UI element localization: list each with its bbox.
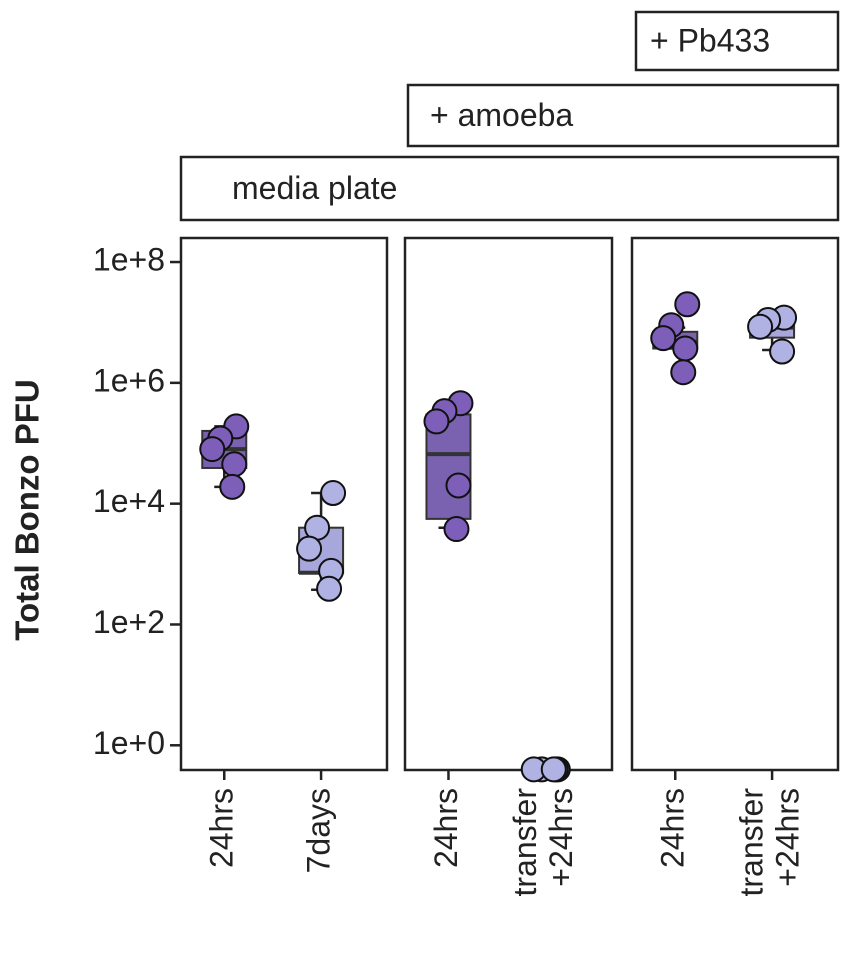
data-point	[219, 473, 246, 500]
data-point	[670, 359, 697, 386]
data-point	[650, 325, 677, 352]
data-point	[199, 436, 226, 463]
strip-label: + amoeba	[430, 97, 573, 133]
x-tick-label: transfer	[734, 788, 770, 897]
x-tick-label: +24hrs	[770, 788, 806, 887]
data-point	[296, 535, 323, 562]
x-tick-label: 24hrs	[204, 788, 240, 868]
y-axis-label: Total Bonzo PFU	[9, 379, 46, 641]
data-point	[443, 516, 470, 543]
strip-label: media plate	[232, 170, 397, 206]
y-tick-label: 1e+0	[93, 725, 165, 761]
x-tick-label: transfer	[507, 788, 543, 897]
y-tick-label: 1e+4	[93, 483, 165, 519]
data-point	[769, 338, 796, 365]
strip-box	[634, 10, 840, 72]
data-point	[672, 335, 699, 362]
data-point	[747, 313, 774, 340]
x-tick-label: +24hrs	[543, 788, 579, 887]
x-tick-label: 24hrs	[428, 788, 464, 868]
data-point	[221, 451, 248, 478]
y-tick-label: 1e+2	[93, 604, 165, 640]
strip-box	[179, 155, 840, 222]
data-point	[540, 756, 567, 783]
data-point	[674, 291, 701, 318]
data-point	[320, 480, 347, 507]
strip-box	[406, 83, 840, 148]
data-point	[423, 408, 450, 435]
panel-frame	[403, 236, 614, 772]
strip-label: + Pb433	[650, 22, 770, 58]
x-tick-label: 7days	[301, 788, 337, 873]
panel-frame	[630, 236, 840, 772]
data-point	[316, 575, 343, 602]
y-tick-label: 1e+6	[93, 362, 165, 398]
data-point	[445, 472, 472, 499]
y-tick-label: 1e+8	[93, 241, 165, 277]
x-tick-label: 24hrs	[655, 788, 691, 868]
panel-frame	[179, 236, 389, 772]
